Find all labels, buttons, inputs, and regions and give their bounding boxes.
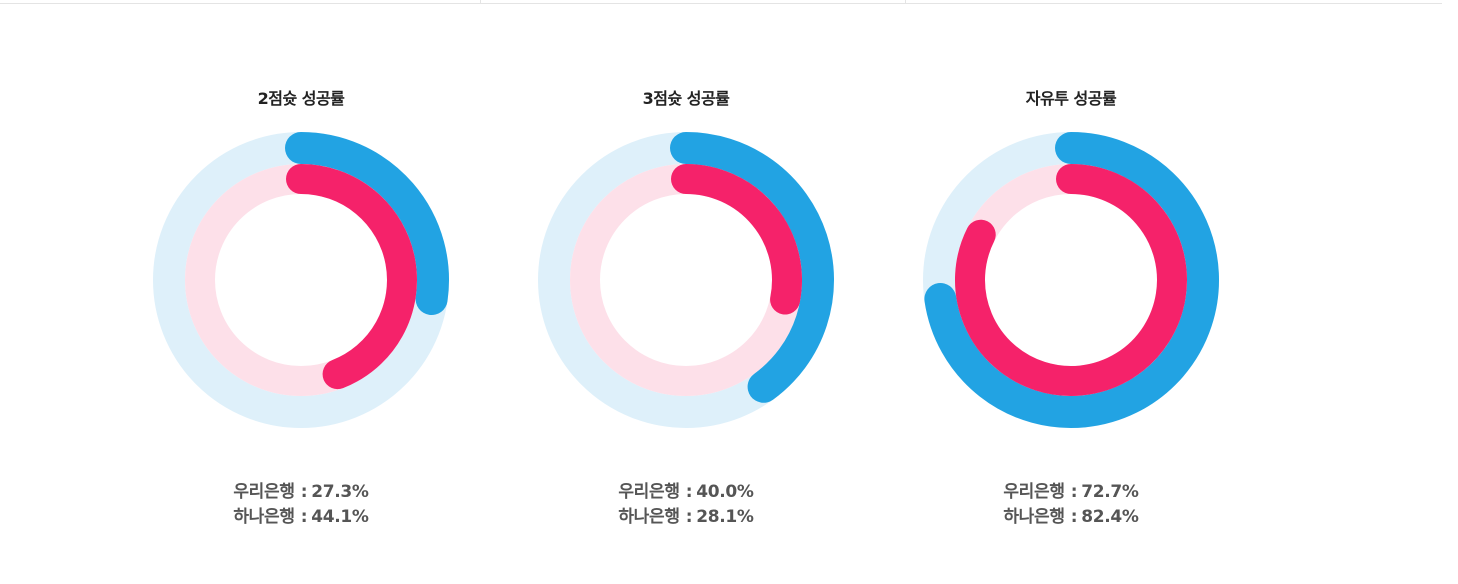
radial-bar-series-1 [285, 132, 449, 316]
top-divider [0, 3, 1442, 4]
legend-row-series-2: 하나은행:44.1% [233, 507, 369, 527]
radial-bar-series-2 [671, 164, 802, 315]
legend-row-series-2: 하나은행:28.1% [618, 507, 754, 527]
radial-bar-series-1 [924, 132, 1219, 428]
chart-card-2pt: 2점슛 성공률 우리은행:27.3% 하나은행:44.1% [141, 80, 461, 550]
radial-bar-series-2 [286, 164, 417, 390]
chart-legend: 우리은행:27.3% 하나은행:44.1% [141, 480, 461, 530]
radial-chart [538, 132, 834, 428]
radial-chart [923, 132, 1219, 428]
radial-bar-series-2 [955, 164, 1187, 396]
tab-separator [905, 0, 906, 4]
chart-legend: 우리은행:72.7% 하나은행:82.4% [911, 480, 1231, 530]
legend-row-series-2: 하나은행:82.4% [1003, 507, 1139, 527]
radial-chart [153, 132, 449, 428]
chart-card-ft: 자유투 성공률 우리은행:72.7% 하나은행:82.4% [911, 80, 1231, 550]
chart-card-3pt: 3점슛 성공률 우리은행:40.0% 하나은행:28.1% [526, 80, 846, 550]
legend-row-series-1: 우리은행:40.0% [618, 482, 754, 502]
tab-separator [480, 0, 481, 4]
chart-legend: 우리은행:40.0% 하나은행:28.1% [526, 480, 846, 530]
radial-bar-series-1 [670, 132, 834, 403]
legend-row-series-1: 우리은행:27.3% [233, 482, 369, 502]
chart-title: 3점슛 성공률 [642, 89, 730, 108]
legend-row-series-1: 우리은행:72.7% [1003, 482, 1139, 502]
chart-title: 자유투 성공률 [1025, 89, 1117, 108]
chart-title: 2점슛 성공률 [257, 89, 345, 108]
